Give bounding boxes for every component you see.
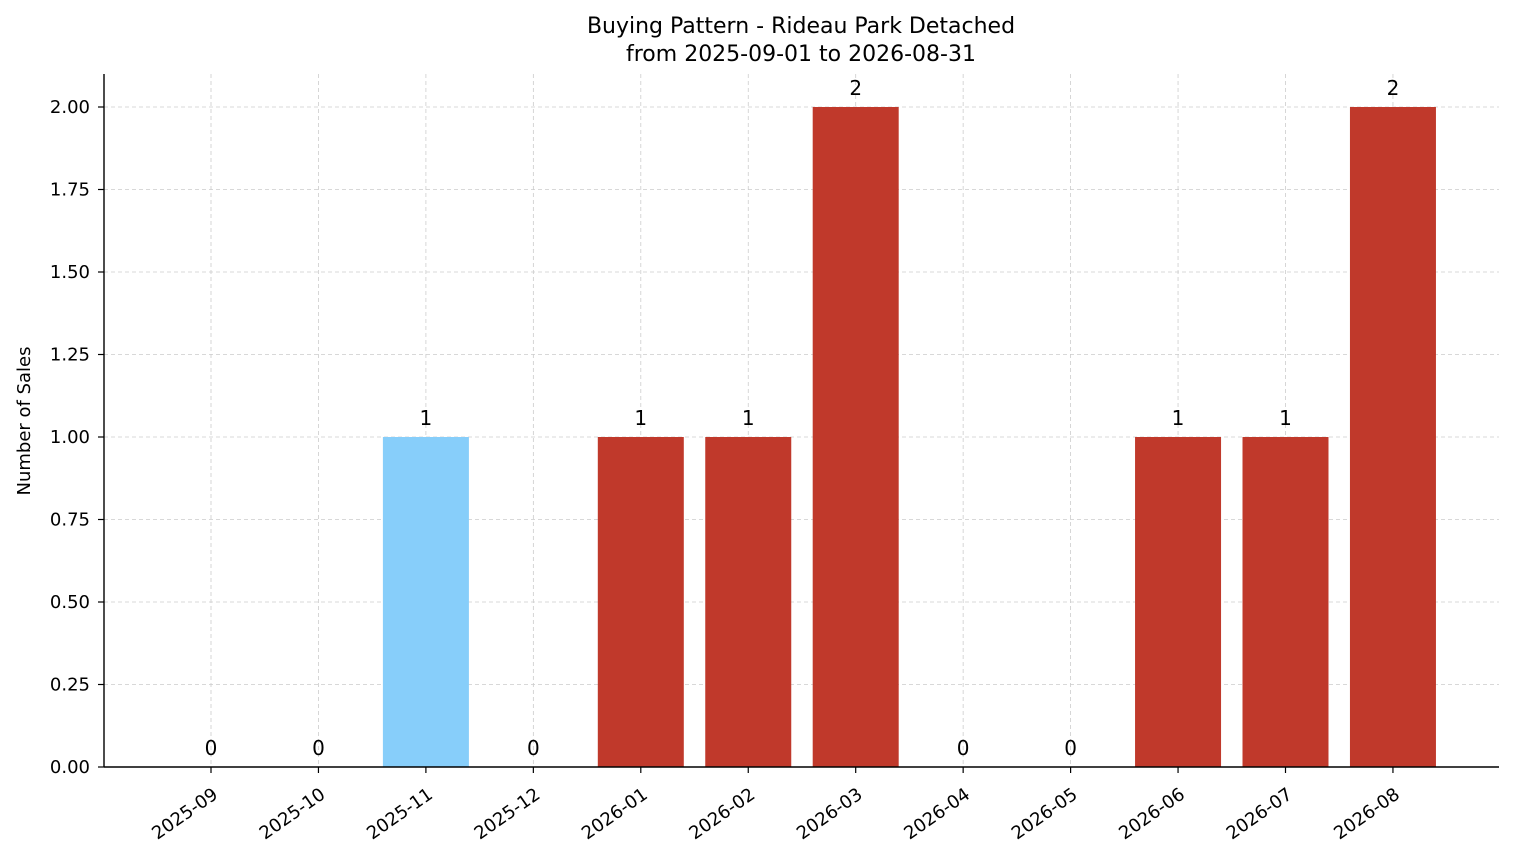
bar-value-label: 0 [312, 736, 325, 760]
bar-value-label: 1 [1172, 406, 1185, 430]
bar-2025-11 [382, 437, 469, 767]
x-tick-label: 2026-04 [900, 784, 974, 844]
bar-2026-06 [1135, 437, 1222, 767]
bar-value-label: 0 [205, 736, 218, 760]
bar-value-label: 1 [742, 406, 755, 430]
y-tick-label: 1.75 [50, 180, 90, 201]
x-tick-label: 2026-02 [685, 784, 759, 844]
bar-2026-02 [705, 437, 792, 767]
bar-value-label: 0 [957, 736, 970, 760]
x-tick-label: 2025-09 [148, 784, 222, 844]
y-tick-label: 0.25 [50, 675, 90, 696]
x-tick-label: 2026-03 [793, 784, 867, 844]
x-tick-label: 2026-08 [1330, 784, 1404, 844]
bar-2026-03 [812, 107, 899, 767]
bar-labels: 0 0 1 0 1 1 2 0 0 1 1 2 [205, 76, 1400, 760]
y-axis-label: Number of Sales [14, 346, 35, 495]
x-tick-label: 2026-01 [578, 784, 652, 844]
x-tick-label: 2026-05 [1008, 784, 1082, 844]
x-tick-label: 2026-07 [1223, 784, 1297, 844]
y-tick-label: 1.00 [50, 427, 90, 448]
bars [382, 107, 1436, 767]
y-tick-label: 0.00 [50, 757, 90, 778]
bar-value-label: 0 [1064, 736, 1077, 760]
y-ticks: 0.00 0.25 0.50 0.75 1.00 1.25 1.50 1.75 2.00 [50, 97, 104, 778]
y-tick-label: 1.25 [50, 345, 90, 366]
x-tick-label: 2025-10 [256, 784, 330, 844]
bar-value-label: 1 [634, 406, 647, 430]
bar-value-label: 2 [1387, 76, 1400, 100]
y-tick-label: 0.50 [50, 592, 90, 613]
bar-value-label: 1 [1279, 406, 1292, 430]
x-ticks: 2025-09 2025-10 2025-11 2025-12 2026-01 2026-… [148, 767, 1404, 844]
bar-2026-07 [1242, 437, 1329, 767]
y-tick-label: 0.75 [50, 510, 90, 531]
y-tick-label: 1.50 [50, 262, 90, 283]
bar-value-label: 1 [420, 406, 433, 430]
bar-2026-08 [1349, 107, 1436, 767]
bar-2026-01 [597, 437, 684, 767]
y-tick-label: 2.00 [50, 97, 90, 118]
bar-value-label: 0 [527, 736, 540, 760]
chart-title: Buying Pattern - Rideau Park Detached [587, 14, 1015, 39]
bar-value-label: 2 [849, 76, 862, 100]
x-tick-label: 2025-12 [471, 784, 545, 844]
chart-subtitle: from 2025-09-01 to 2026-08-31 [626, 42, 976, 67]
x-tick-label: 2025-11 [363, 784, 437, 844]
x-tick-label: 2026-06 [1115, 784, 1189, 844]
